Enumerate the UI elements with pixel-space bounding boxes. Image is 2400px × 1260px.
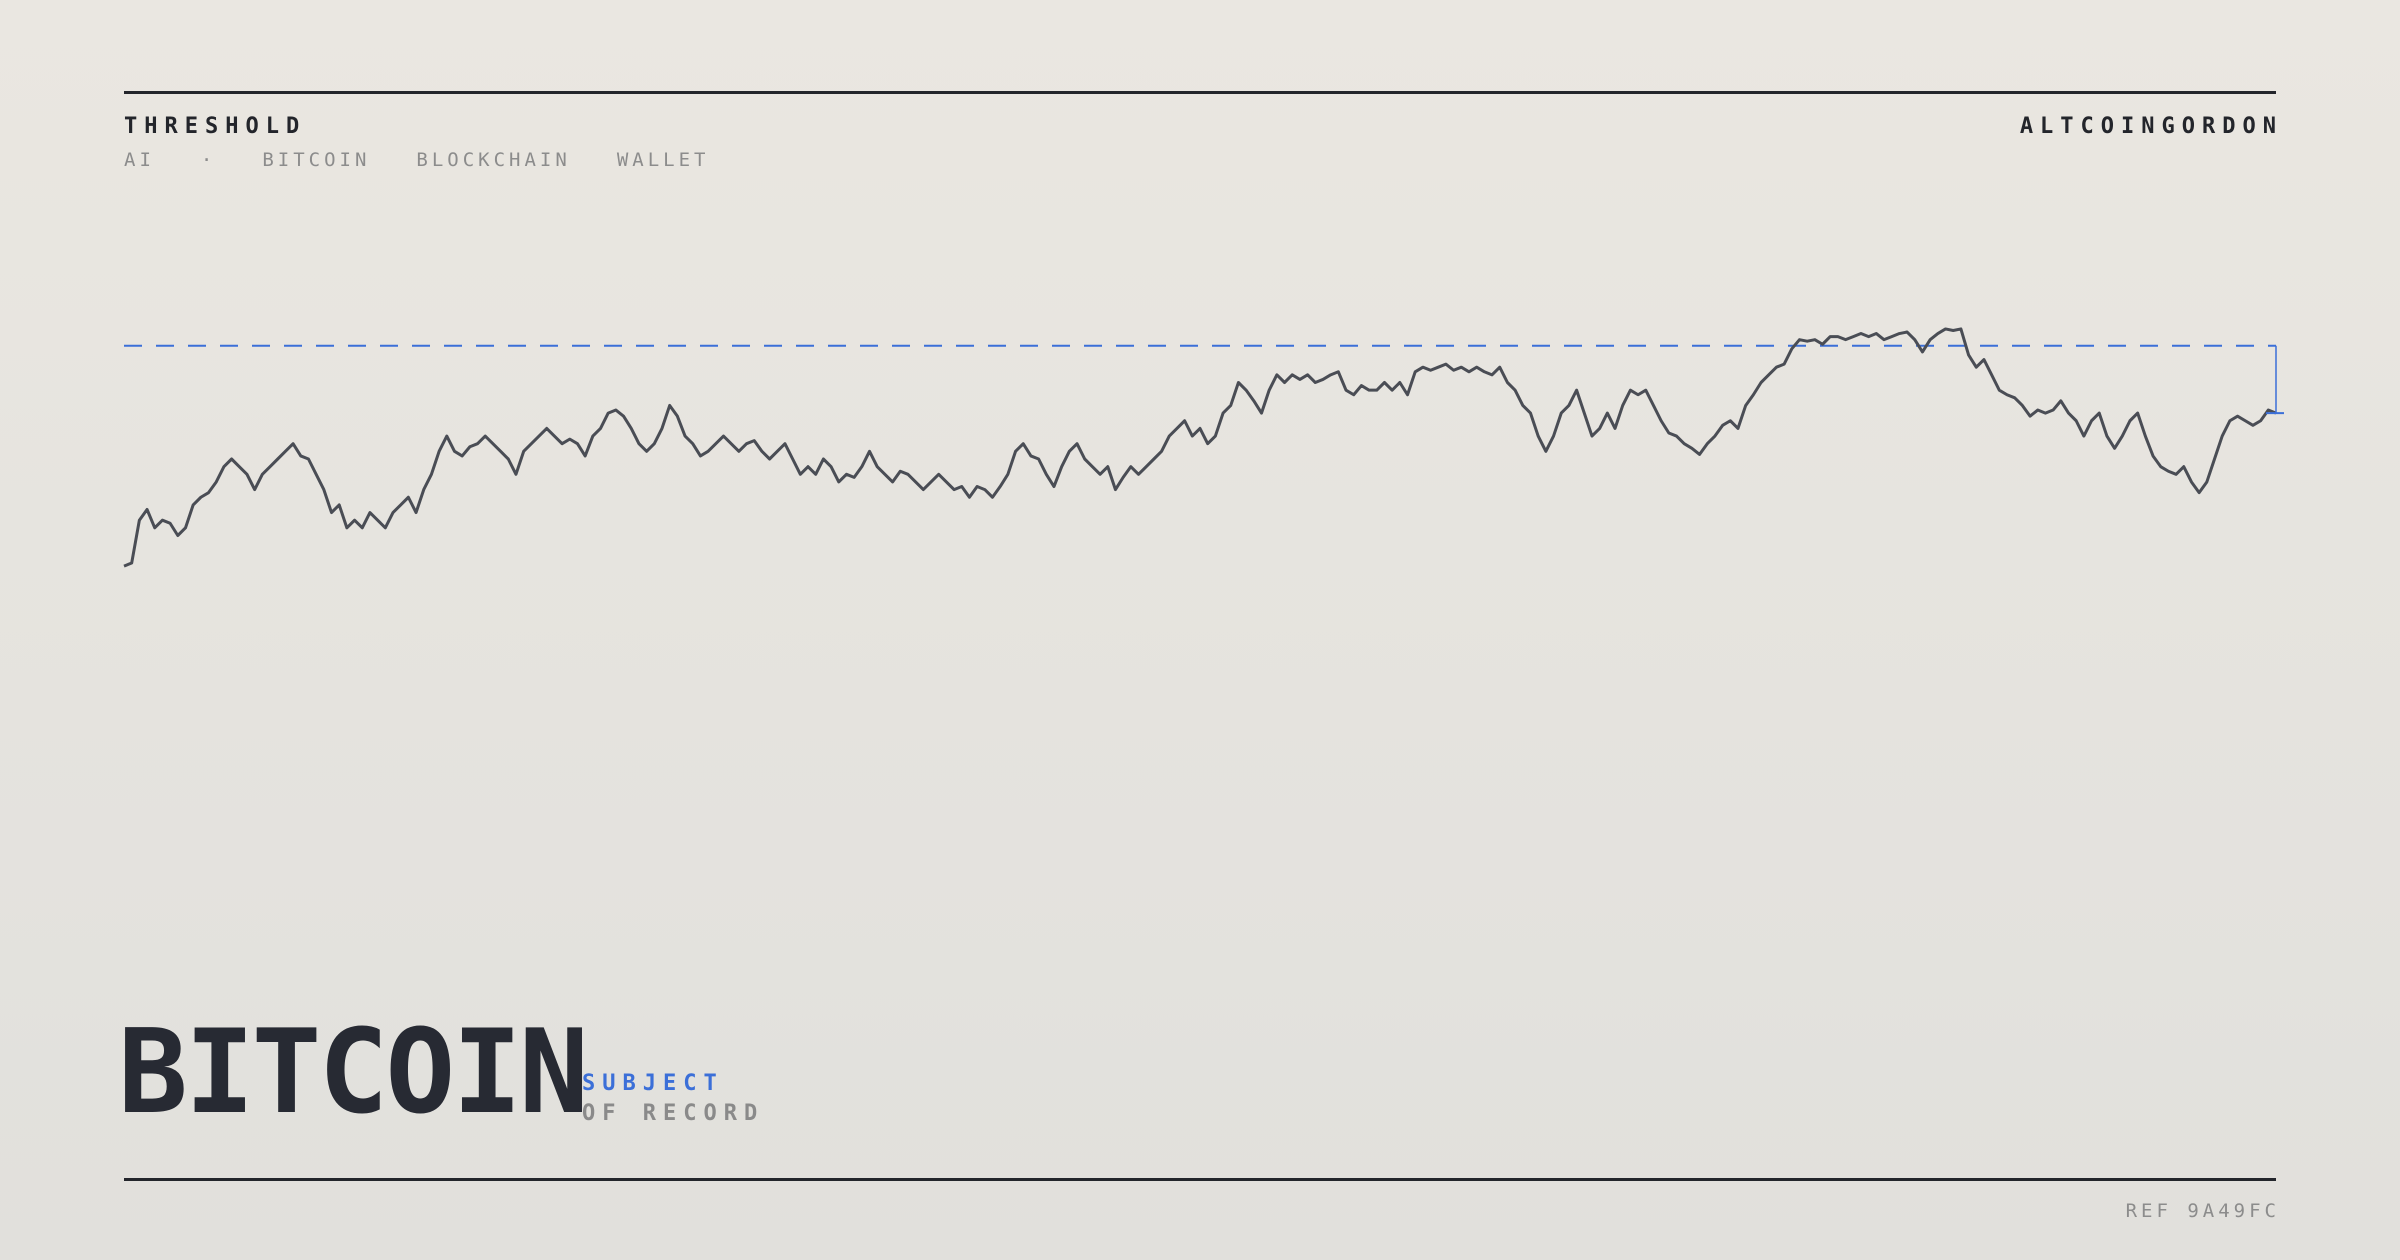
tag-list: AI · BITCOIN BLOCKCHAIN WALLET (124, 149, 709, 171)
price-line (123, 327, 2277, 568)
caption-accent: SUBJECT (582, 1071, 724, 1096)
tag-separator: · (200, 149, 217, 171)
tag: AI (124, 149, 155, 171)
tag: WALLET (616, 149, 710, 171)
header-title: THRESHOLD (124, 114, 307, 139)
caption: OF RECORD (582, 1101, 765, 1126)
tag: BLOCKCHAIN (416, 149, 571, 171)
reference: REF 9A49FC (2125, 1200, 2280, 1222)
top-rule (124, 91, 2276, 94)
subject-caption: SUBJECT OF RECORD (582, 1069, 764, 1129)
header-author: ALTCOINGORDON (2019, 114, 2283, 139)
subject-title: BITCOIN (118, 1005, 589, 1140)
tag: BITCOIN (262, 149, 371, 171)
bottom-rule (124, 1178, 2276, 1181)
